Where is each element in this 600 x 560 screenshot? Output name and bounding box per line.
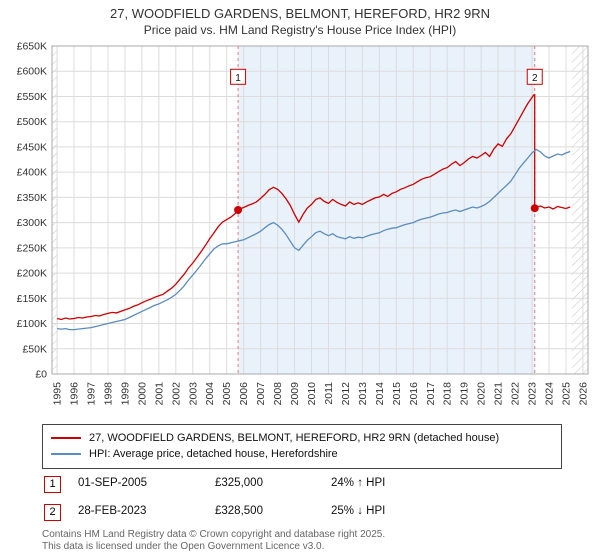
svg-text:1998: 1998: [102, 382, 114, 406]
svg-text:£250K: £250K: [17, 242, 47, 254]
svg-text:2009: 2009: [289, 382, 301, 406]
sale-date: 01-SEP-2005: [78, 477, 148, 489]
svg-text:£300K: £300K: [17, 217, 47, 229]
svg-text:2005: 2005: [221, 382, 233, 406]
svg-text:£50K: £50K: [22, 343, 47, 355]
between-sales-shading: [238, 46, 535, 374]
svg-text:2012: 2012: [340, 382, 352, 406]
footer-line-2: This data is licensed under the Open Gov…: [42, 541, 325, 552]
svg-text:1999: 1999: [119, 382, 131, 406]
svg-text:2025: 2025: [560, 382, 572, 406]
svg-text:2001: 2001: [153, 382, 165, 406]
legend-item-price: 27, WOODFIELD GARDENS, BELMONT, HEREFORD…: [51, 430, 553, 446]
svg-text:2022: 2022: [510, 382, 522, 406]
x-axis-labels: 1995 1996 1997 1998 1999 2000 2001 2002 2003 2004…: [52, 382, 590, 406]
sale-hpi-delta: 25% ↓ HPI: [331, 505, 386, 517]
plot-border: [51, 45, 589, 375]
footer-line-1: Contains HM Land Registry data © Crown c…: [42, 529, 386, 540]
svg-text:2023: 2023: [527, 382, 539, 406]
sale-marker-box-1: [230, 68, 247, 85]
svg-text:2011: 2011: [323, 382, 335, 405]
sale-date: 28-FEB-2023: [78, 505, 147, 517]
sale-price: £325,000: [215, 477, 263, 489]
svg-text:2021: 2021: [493, 382, 505, 406]
svg-text:2007: 2007: [255, 382, 267, 406]
svg-text:£150K: £150K: [17, 293, 47, 305]
svg-text:2026: 2026: [577, 382, 589, 406]
page-title: 27, WOODFIELD GARDENS, BELMONT, HEREFORD…: [110, 6, 490, 21]
price-line-swatch: [51, 437, 81, 439]
svg-text:2003: 2003: [187, 382, 199, 406]
price-history-chart: 1995 1996 1997 1998 1999 2000 2001 2002 2003 2004…: [17, 41, 590, 406]
svg-text:£350K: £350K: [17, 192, 47, 204]
sale-marker-box-label: 2: [532, 73, 538, 84]
svg-text:£500K: £500K: [17, 116, 47, 128]
svg-text:2000: 2000: [136, 382, 148, 406]
sale-marker-number: 1: [44, 476, 61, 493]
sale-point-2: [530, 204, 539, 213]
svg-text:2010: 2010: [306, 382, 318, 406]
svg-text:2016: 2016: [408, 382, 420, 406]
no-data-hatch-region: [571, 46, 588, 374]
svg-text:1997: 1997: [86, 382, 98, 406]
svg-text:2020: 2020: [476, 382, 488, 406]
svg-text:2013: 2013: [357, 382, 369, 406]
sale-price: £328,500: [215, 505, 263, 517]
svg-text:£550K: £550K: [17, 91, 47, 103]
svg-text:1995: 1995: [52, 382, 64, 406]
gridlines: [52, 45, 588, 375]
svg-text:2024: 2024: [543, 382, 555, 406]
svg-text:£450K: £450K: [17, 141, 47, 153]
legend-item-hpi: HPI: Average price, detached house, Here…: [51, 446, 553, 462]
svg-text:£400K: £400K: [17, 167, 47, 179]
license-footer: Contains HM Land Registry data © Crown c…: [42, 529, 385, 553]
sale-marker-number: 2: [44, 504, 61, 521]
svg-text:2018: 2018: [442, 382, 454, 406]
sale-point-1: [234, 206, 243, 214]
y-axis-labels: £0 £50K £100K £150K £200K £250K £300K £350K £400…: [17, 41, 48, 381]
svg-text:2006: 2006: [238, 382, 250, 406]
sale-hpi-delta: 24% ↑ HPI: [331, 477, 386, 489]
sale-row-2: 2 28-FEB-2023 £328,500 25% ↓ HPI: [0, 504, 600, 522]
svg-text:£600K: £600K: [17, 66, 47, 78]
legend-label-price: 27, WOODFIELD GARDENS, BELMONT, HEREFORD…: [89, 432, 500, 444]
svg-text:2008: 2008: [272, 382, 284, 406]
svg-text:1996: 1996: [69, 382, 81, 406]
sale-row-1: 1 01-SEP-2005 £325,000 24% ↑ HPI: [0, 476, 600, 494]
svg-text:2004: 2004: [204, 382, 216, 406]
svg-text:2019: 2019: [459, 382, 471, 406]
hpi-line-swatch: [51, 453, 81, 455]
svg-text:£650K: £650K: [17, 41, 47, 53]
page-subtitle: Price paid vs. HM Land Registry's House …: [143, 23, 457, 37]
sale-marker-box-label: 1: [235, 73, 241, 84]
chart-legend: 27, WOODFIELD GARDENS, BELMONT, HEREFORD…: [42, 424, 562, 469]
legend-label-hpi: HPI: Average price, detached house, Here…: [89, 448, 338, 460]
no-data-hatch-region: [52, 46, 58, 374]
hpi-line: [57, 148, 571, 331]
sale-marker-box-2: [526, 68, 543, 85]
svg-text:£100K: £100K: [17, 318, 47, 330]
svg-text:2017: 2017: [425, 382, 437, 406]
svg-text:2014: 2014: [374, 382, 386, 406]
price-paid-line: [56, 94, 571, 321]
svg-text:2015: 2015: [391, 382, 403, 406]
svg-text:£0: £0: [35, 369, 47, 381]
svg-text:£200K: £200K: [17, 268, 47, 280]
svg-text:2002: 2002: [170, 382, 182, 406]
